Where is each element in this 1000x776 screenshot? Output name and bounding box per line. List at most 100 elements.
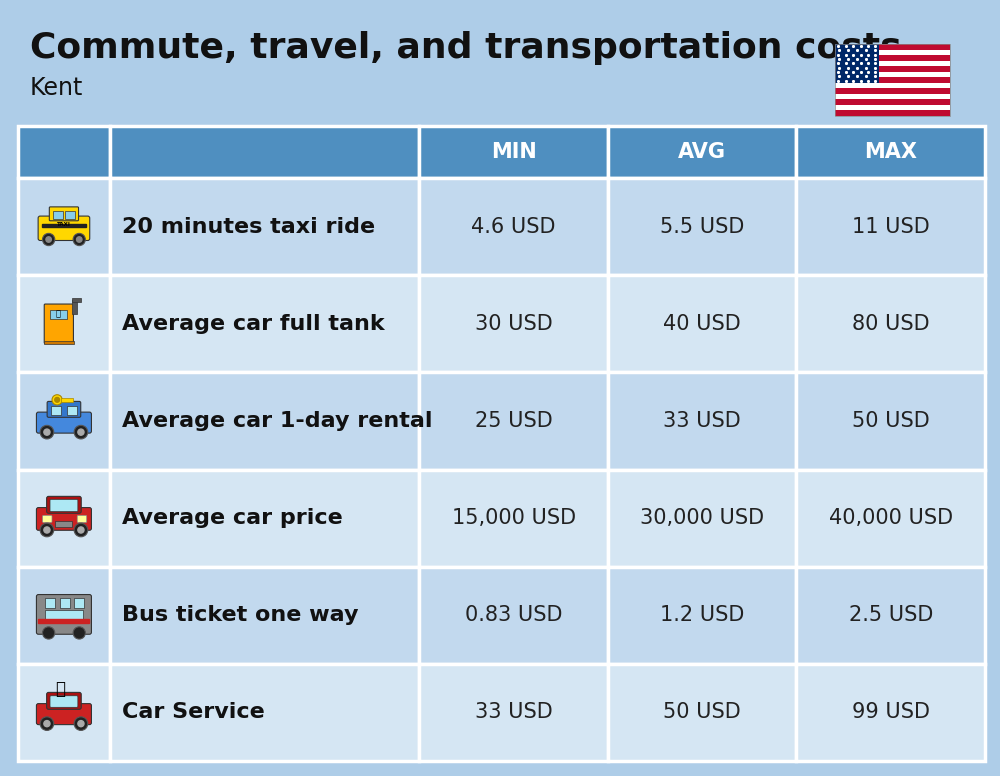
Bar: [419, 469, 608, 566]
Text: MIN: MIN: [491, 142, 536, 162]
Circle shape: [74, 717, 88, 730]
Bar: [835, 78, 950, 83]
Text: 💧: 💧: [55, 310, 60, 319]
Bar: [608, 566, 796, 663]
Text: 80 USD: 80 USD: [852, 314, 930, 334]
Bar: [18, 126, 110, 178]
Bar: [18, 663, 110, 761]
FancyBboxPatch shape: [36, 508, 91, 530]
Circle shape: [74, 523, 88, 537]
Bar: [72, 298, 81, 302]
Bar: [835, 94, 950, 99]
Bar: [608, 178, 796, 275]
FancyBboxPatch shape: [50, 696, 78, 707]
Bar: [61, 398, 73, 401]
Bar: [419, 372, 608, 469]
Bar: [42, 223, 86, 227]
Bar: [45, 610, 83, 620]
Bar: [796, 663, 985, 761]
Bar: [419, 275, 608, 372]
Circle shape: [40, 717, 54, 730]
Bar: [67, 406, 77, 415]
Text: 4.6 USD: 4.6 USD: [471, 217, 556, 237]
Text: 30,000 USD: 30,000 USD: [640, 508, 764, 528]
Bar: [608, 663, 796, 761]
Bar: [53, 210, 63, 219]
FancyBboxPatch shape: [49, 207, 79, 221]
Text: 11 USD: 11 USD: [852, 217, 930, 237]
Text: MAX: MAX: [864, 142, 917, 162]
Text: 33 USD: 33 USD: [663, 411, 741, 431]
Text: 20 minutes taxi ride: 20 minutes taxi ride: [122, 217, 375, 237]
Circle shape: [43, 234, 55, 246]
Text: Average car price: Average car price: [122, 508, 343, 528]
Bar: [65, 210, 75, 219]
Circle shape: [44, 429, 50, 435]
Circle shape: [40, 523, 54, 537]
Bar: [110, 566, 419, 663]
Text: Average car 1-day rental: Average car 1-day rental: [122, 411, 432, 431]
Bar: [419, 178, 608, 275]
Bar: [419, 663, 608, 761]
Bar: [796, 469, 985, 566]
Bar: [796, 126, 985, 178]
Bar: [38, 619, 89, 622]
Bar: [608, 372, 796, 469]
Text: 🔧: 🔧: [56, 681, 66, 698]
Text: Average car full tank: Average car full tank: [122, 314, 384, 334]
Text: 50 USD: 50 USD: [663, 702, 741, 722]
FancyBboxPatch shape: [47, 401, 81, 417]
FancyBboxPatch shape: [36, 594, 91, 634]
Bar: [18, 372, 110, 469]
FancyBboxPatch shape: [44, 304, 73, 344]
Bar: [110, 275, 419, 372]
Bar: [72, 300, 77, 314]
Bar: [835, 99, 950, 105]
Circle shape: [78, 721, 84, 726]
Bar: [50, 310, 67, 319]
Text: 25 USD: 25 USD: [475, 411, 552, 431]
Bar: [419, 126, 608, 178]
Bar: [835, 105, 950, 110]
Text: 1.2 USD: 1.2 USD: [660, 605, 744, 625]
Bar: [45, 598, 55, 608]
Bar: [110, 178, 419, 275]
Bar: [608, 469, 796, 566]
Circle shape: [73, 234, 85, 246]
FancyBboxPatch shape: [36, 412, 91, 433]
Bar: [44, 341, 74, 344]
Bar: [835, 61, 950, 66]
FancyBboxPatch shape: [47, 497, 81, 513]
Bar: [835, 110, 950, 116]
Circle shape: [44, 721, 50, 726]
Bar: [18, 178, 110, 275]
Circle shape: [40, 425, 54, 439]
Circle shape: [43, 627, 55, 639]
Circle shape: [55, 397, 60, 402]
Bar: [835, 44, 879, 83]
Bar: [110, 372, 419, 469]
Bar: [796, 275, 985, 372]
Bar: [419, 566, 608, 663]
Text: TAXI: TAXI: [57, 223, 71, 227]
FancyBboxPatch shape: [38, 216, 90, 241]
Bar: [835, 50, 950, 55]
Bar: [835, 55, 950, 61]
Bar: [51, 406, 61, 415]
Circle shape: [74, 425, 88, 439]
Text: 33 USD: 33 USD: [475, 702, 552, 722]
Bar: [835, 66, 950, 71]
Text: 5.5 USD: 5.5 USD: [660, 217, 744, 237]
Bar: [796, 566, 985, 663]
Circle shape: [78, 429, 84, 435]
FancyBboxPatch shape: [77, 515, 87, 522]
Bar: [110, 663, 419, 761]
Bar: [835, 83, 950, 88]
Circle shape: [73, 627, 85, 639]
Bar: [18, 275, 110, 372]
Circle shape: [44, 527, 50, 533]
Text: 0.83 USD: 0.83 USD: [465, 605, 562, 625]
Bar: [835, 88, 950, 94]
Bar: [74, 598, 84, 608]
Bar: [110, 126, 419, 178]
